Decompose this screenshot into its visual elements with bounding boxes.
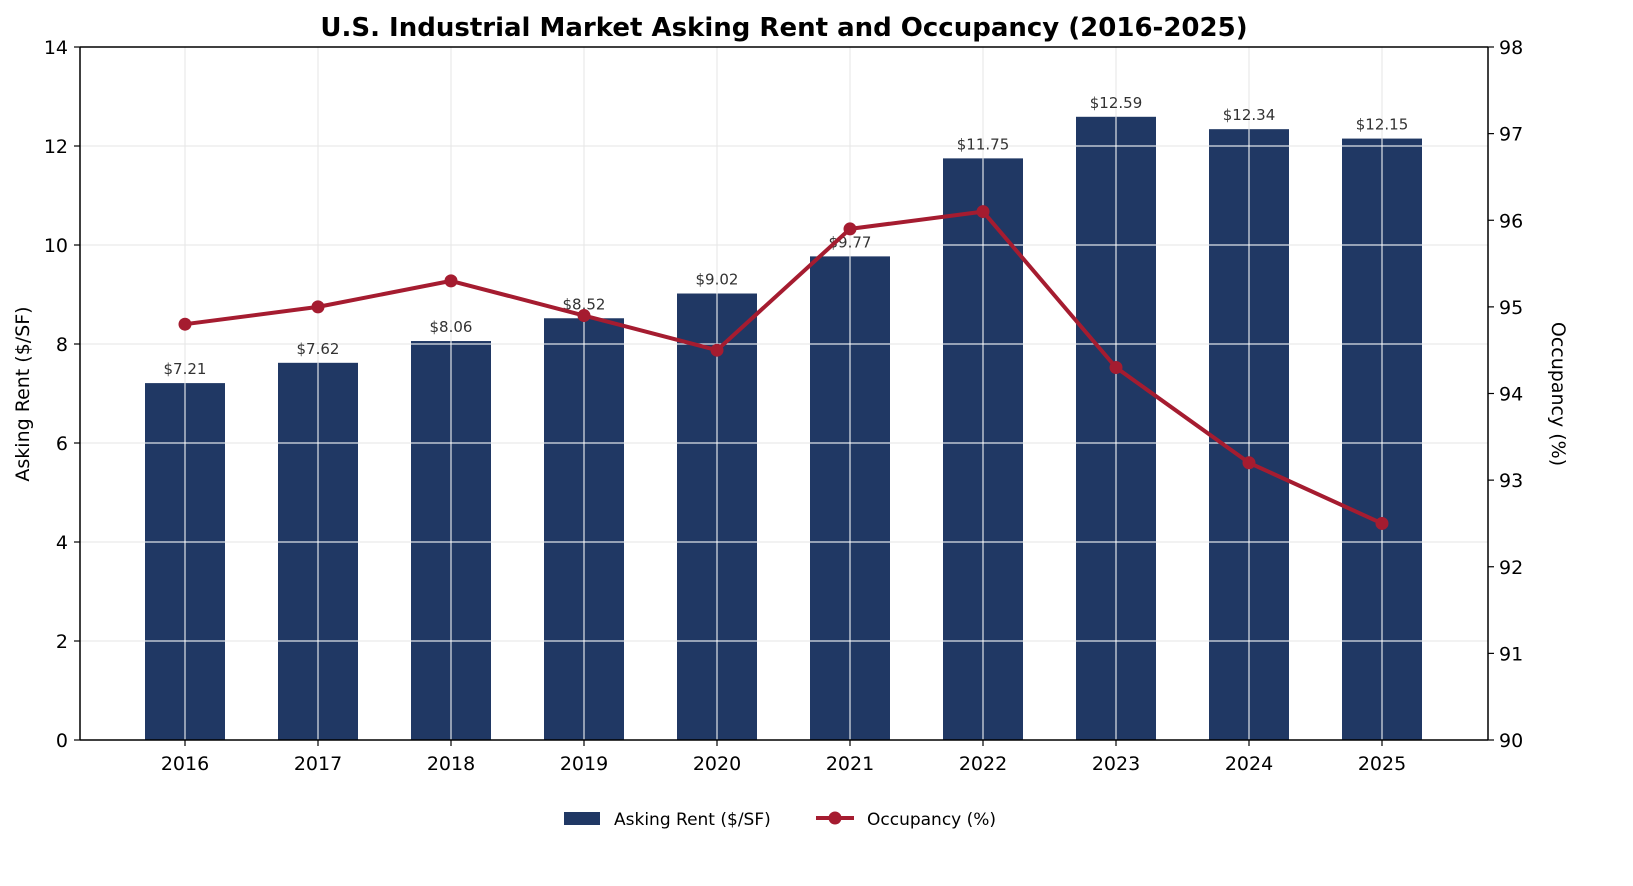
overlay-grid-layer bbox=[145, 116, 1422, 740]
legend-swatch-occupancy-marker bbox=[828, 811, 842, 825]
y-tick-label-right: 93 bbox=[1499, 470, 1523, 492]
y-tick-label-right: 96 bbox=[1499, 210, 1523, 232]
x-tick-label: 2018 bbox=[427, 753, 475, 775]
occupancy-point-2020 bbox=[710, 343, 724, 357]
bar-value-label: $8.06 bbox=[430, 318, 473, 336]
legend-label-occupancy: Occupancy (%) bbox=[867, 810, 996, 830]
legend-label-asking-rent: Asking Rent ($/SF) bbox=[614, 810, 771, 830]
bar-value-label: $9.02 bbox=[696, 271, 739, 289]
bar-value-label: $11.75 bbox=[957, 135, 1010, 153]
chart-title: U.S. Industrial Market Asking Rent and O… bbox=[320, 13, 1247, 43]
legend: Asking Rent ($/SF) Occupancy (%) bbox=[564, 810, 996, 830]
occupancy-point-2019 bbox=[577, 309, 591, 323]
bar-value-label: $8.52 bbox=[563, 295, 606, 313]
x-tick-label: 2020 bbox=[693, 753, 741, 775]
x-tick-label: 2022 bbox=[959, 753, 1007, 775]
y-tick-label-right: 92 bbox=[1499, 557, 1523, 579]
y-tick-label-right: 90 bbox=[1499, 730, 1523, 752]
y-tick-label-right: 97 bbox=[1499, 124, 1523, 146]
bar-value-label: $7.21 bbox=[164, 360, 207, 378]
occupancy-point-2023 bbox=[1109, 361, 1123, 375]
y-tick-label-left: 14 bbox=[44, 37, 68, 59]
x-tick-label: 2024 bbox=[1225, 753, 1273, 775]
occupancy-point-2024 bbox=[1242, 456, 1256, 470]
y-tick-label-right: 94 bbox=[1499, 384, 1523, 406]
y-tick-label-right: 91 bbox=[1499, 643, 1523, 665]
occupancy-point-2018 bbox=[444, 274, 458, 288]
occupancy-line bbox=[183, 209, 1384, 526]
y-tick-label-left: 10 bbox=[44, 235, 68, 257]
y-tick-label-left: 12 bbox=[44, 136, 68, 158]
x-tick-label: 2023 bbox=[1092, 753, 1140, 775]
bars-layer bbox=[145, 116, 1422, 741]
y-tick-label-left: 4 bbox=[56, 532, 68, 554]
y-tick-label-left: 0 bbox=[56, 730, 68, 752]
y-axis-left-label: Asking Rent ($/SF) bbox=[12, 306, 34, 481]
occupancy-point-2017 bbox=[311, 300, 325, 314]
bar-value-label: $12.15 bbox=[1356, 116, 1409, 134]
occupancy-point-2025 bbox=[1375, 516, 1389, 530]
x-tick-label: 2016 bbox=[161, 753, 209, 775]
y-tick-label-left: 2 bbox=[56, 631, 68, 653]
y-tick-label-left: 6 bbox=[56, 433, 68, 455]
x-tick-label: 2019 bbox=[560, 753, 608, 775]
occupancy-point-2021 bbox=[843, 222, 857, 236]
x-tick-label: 2017 bbox=[294, 753, 342, 775]
occupancy-point-2016 bbox=[178, 317, 192, 331]
bar-value-label: $7.62 bbox=[297, 340, 340, 358]
y-tick-label-right: 95 bbox=[1499, 297, 1523, 319]
ticks-layer: 2016 2017 2018 2019 2020 2021 2022 2023 2024 2025… bbox=[44, 37, 1523, 775]
occupancy-point-2022 bbox=[976, 205, 990, 219]
y-tick-label-left: 8 bbox=[56, 334, 68, 356]
bar-value-label: $12.59 bbox=[1090, 94, 1143, 112]
legend-swatch-asking-rent bbox=[564, 812, 600, 825]
x-tick-label: 2025 bbox=[1358, 753, 1406, 775]
bar-value-label: $12.34 bbox=[1223, 106, 1276, 124]
x-tick-label: 2021 bbox=[826, 753, 874, 775]
y-tick-label-right: 98 bbox=[1499, 37, 1523, 59]
y-axis-right-label: Occupancy (%) bbox=[1547, 322, 1569, 466]
occupancy-line-layer bbox=[178, 205, 1389, 530]
